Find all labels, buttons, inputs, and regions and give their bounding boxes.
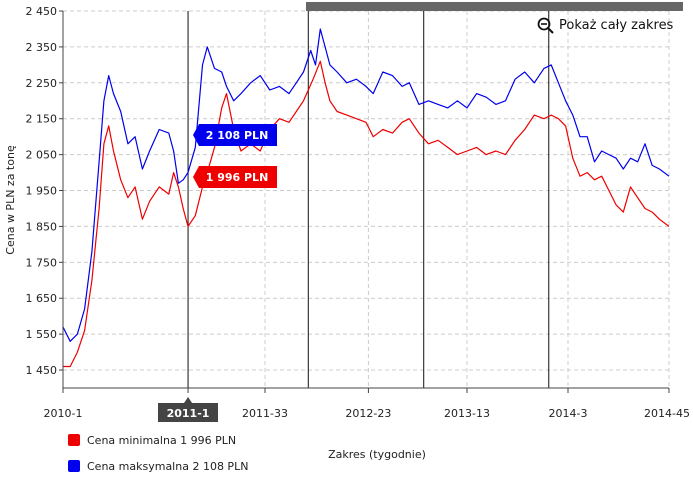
- legend[interactable]: Cena minimalna 1 996 PLN Cena maksymalna…: [68, 434, 248, 473]
- y-tick-label: 1 450: [26, 364, 58, 377]
- y-tick-label: 2 150: [26, 113, 58, 126]
- legend-item-min[interactable]: Cena minimalna 1 996 PLN: [68, 434, 236, 447]
- series-line[interactable]: [62, 28, 670, 342]
- legend-swatch-min: [68, 434, 80, 446]
- x-tick-labels: 2010-1202011-332012-232013-132014-32014-…: [44, 388, 690, 420]
- tooltip-max: 2 108 PLN: [193, 124, 277, 146]
- y-tick-label: 2 350: [26, 41, 58, 54]
- series-line[interactable]: [63, 60, 670, 368]
- y-tick-label: 1 550: [26, 328, 58, 341]
- y-tick-label: 1 750: [26, 256, 58, 269]
- x-tick-label: 2012-23: [345, 407, 391, 420]
- tooltip-max-value: 2 108 PLN: [206, 129, 269, 142]
- legend-item-max[interactable]: Cena maksymalna 2 108 PLN: [68, 460, 248, 473]
- zoom-reset-label[interactable]: Pokaż cały zakres: [559, 18, 674, 33]
- zoom-reset-control[interactable]: Pokaż cały zakres: [537, 17, 674, 34]
- period-markers: [187, 11, 550, 388]
- plot-background: [63, 11, 669, 388]
- legend-label-min[interactable]: Cena minimalna 1 996 PLN: [87, 434, 236, 447]
- x-tick-label: 2013-13: [444, 407, 490, 420]
- zoom-out-icon: [537, 17, 551, 31]
- x-tick-label: 2010-1: [44, 407, 83, 420]
- range-scrollbar[interactable]: [306, 2, 683, 11]
- y-tick-labels: 1 450 1 550 1 650 1 750 1 850 1 950 2 050 2 150…: [26, 5, 63, 377]
- series-lines[interactable]: [62, 28, 670, 368]
- legend-label-max[interactable]: Cena maksymalna 2 108 PLN: [87, 460, 248, 473]
- y-tick-label: 2 050: [26, 149, 58, 162]
- y-tick-label: 1 650: [26, 292, 58, 305]
- tooltip-min-value: 1 996 PLN: [206, 171, 269, 184]
- x-axis-title: Zakres (tygodnie): [328, 448, 426, 461]
- y-axis-title: Cena w PLN za tonę: [4, 145, 17, 255]
- y-tick-label: 2 250: [26, 77, 58, 90]
- y-tick-label: 1 950: [26, 185, 58, 198]
- x-tick-label: 2011-33: [242, 407, 288, 420]
- crosshair-label: 2011-1: [158, 397, 218, 422]
- tooltip-min: 1 996 PLN: [193, 166, 277, 188]
- crosshair-date-label: 2011-1: [167, 407, 210, 420]
- x-tick-label: 2014-45: [644, 407, 690, 420]
- x-tick-label: 2014-3: [549, 407, 588, 420]
- y-tick-label: 1 850: [26, 220, 58, 233]
- y-tick-label: 2 450: [26, 5, 58, 18]
- legend-swatch-max: [68, 460, 80, 472]
